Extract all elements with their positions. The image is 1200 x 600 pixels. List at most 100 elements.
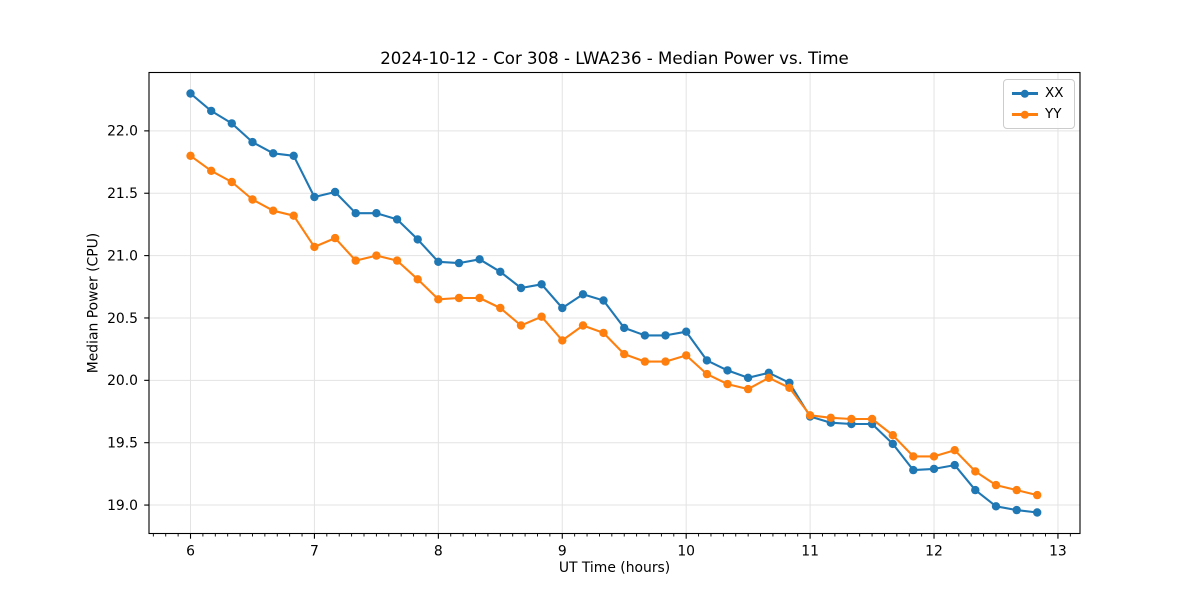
series-yy-point (392, 256, 402, 265)
y-tick-label: 20.5 (107, 311, 138, 327)
series-xx-point (743, 373, 753, 382)
series-yy-point (310, 242, 319, 252)
series-yy-point (186, 151, 195, 160)
series-yy-point (909, 452, 918, 461)
series-yy-point (434, 295, 443, 304)
axes-spines (148, 71, 1081, 535)
y-tick-label: 21.5 (107, 186, 138, 202)
series-yy-point (950, 446, 959, 455)
series-yy-point (207, 166, 216, 175)
series-xx-point (991, 502, 1001, 511)
x-tick-label: 11 (801, 544, 819, 560)
x-tick-label: 8 (434, 544, 443, 560)
series-xx-point (310, 192, 319, 202)
series-xx-line (189, 92, 1039, 514)
series-xx-point (475, 255, 484, 264)
series-xx-point (434, 257, 443, 266)
series-xx-point (723, 366, 732, 375)
series-yy-point (971, 467, 980, 476)
series-yy-point (785, 383, 794, 392)
series-yy-point (289, 211, 298, 220)
series-xx-point (1033, 508, 1042, 517)
legend-marker-dot-yy (1020, 110, 1030, 119)
series-yy-point (682, 351, 691, 360)
series-xx-point (888, 439, 897, 449)
series-yy-point (372, 251, 381, 260)
series-xx-point (227, 119, 236, 128)
series-yy-point (537, 312, 546, 321)
series-xx-point (207, 106, 216, 116)
series-yy-line (189, 154, 1039, 497)
series-yy-point (723, 379, 732, 389)
x-tick-label: 10 (677, 544, 695, 560)
y-tick-label: 20.0 (107, 373, 138, 389)
series-yy-point (743, 384, 753, 394)
series-yy-point (867, 414, 877, 424)
series-xx-point (351, 209, 360, 218)
series-yy-point (454, 293, 464, 303)
legend-line-marker-xx (1012, 89, 1038, 98)
series-yy-point (702, 369, 712, 379)
series-yy-point (640, 357, 650, 366)
series-yy-point (991, 480, 1001, 490)
series-yy-point (558, 336, 567, 345)
series-xx-point (269, 149, 278, 158)
series-xx-point (558, 303, 567, 313)
series-yy-point (1033, 490, 1042, 500)
series-xx-point (537, 280, 546, 289)
legend-marker-dot-xx (1020, 89, 1030, 98)
y-tick-label: 22.0 (107, 124, 138, 140)
series-xx-point (516, 283, 526, 293)
chart-title: 2024-10-12 - Cor 308 - LWA236 - Median P… (380, 49, 849, 68)
series-yy-point (227, 177, 236, 187)
series-xx-point (454, 258, 464, 268)
legend-entry-xx: XX (1012, 85, 1067, 102)
series-yy-point (1012, 485, 1021, 495)
series-xx-point (929, 464, 939, 474)
x-tick-label: 9 (558, 544, 567, 560)
series-xx-point (413, 235, 422, 244)
series-yy-point (929, 452, 939, 461)
series-yy-point (764, 373, 773, 382)
series-yy-point (847, 414, 856, 424)
y-tick-label: 19.5 (107, 435, 138, 451)
series-xx-point (909, 465, 918, 475)
legend-label-yy: YY (1045, 105, 1062, 122)
series-yy-point (516, 321, 526, 330)
x-tick-label: 12 (925, 544, 943, 560)
series-xx-point (248, 137, 257, 147)
series-yy-point (578, 321, 588, 330)
series-xx-point (289, 151, 298, 160)
series-yy-point (620, 349, 629, 359)
legend-entry-yy: YY (1012, 106, 1067, 123)
series-xx-point (578, 290, 588, 299)
y-tick-label: 21.0 (107, 248, 138, 264)
series-yy-point (599, 328, 608, 338)
x-tick-label: 7 (310, 544, 319, 560)
series-xx-point (682, 327, 691, 336)
legend-label-xx: XX (1045, 84, 1064, 101)
series-yy-point (351, 256, 360, 265)
series-xx-point (702, 356, 712, 365)
series-xx-point (599, 296, 608, 305)
series-xx-point (971, 485, 980, 495)
series-yy-point (330, 233, 340, 243)
series-xx-point (330, 187, 340, 197)
y-tick-label: 19.0 (107, 498, 138, 514)
series-yy-point (888, 431, 897, 440)
legend: XX YY (1003, 79, 1075, 129)
series-xx-point (392, 215, 402, 224)
x-tick-label: 6 (186, 544, 195, 560)
series-yy-point (475, 293, 484, 303)
series-yy-point (496, 303, 505, 313)
series-xx-point (620, 323, 629, 333)
series-xx-point (661, 331, 670, 340)
series-yy-point (269, 206, 278, 215)
series-yy-point (661, 357, 670, 366)
series-yy-point (413, 275, 422, 284)
series-xx-point (1012, 505, 1021, 515)
series-xx-point (496, 267, 505, 276)
series-yy-point (826, 413, 835, 422)
